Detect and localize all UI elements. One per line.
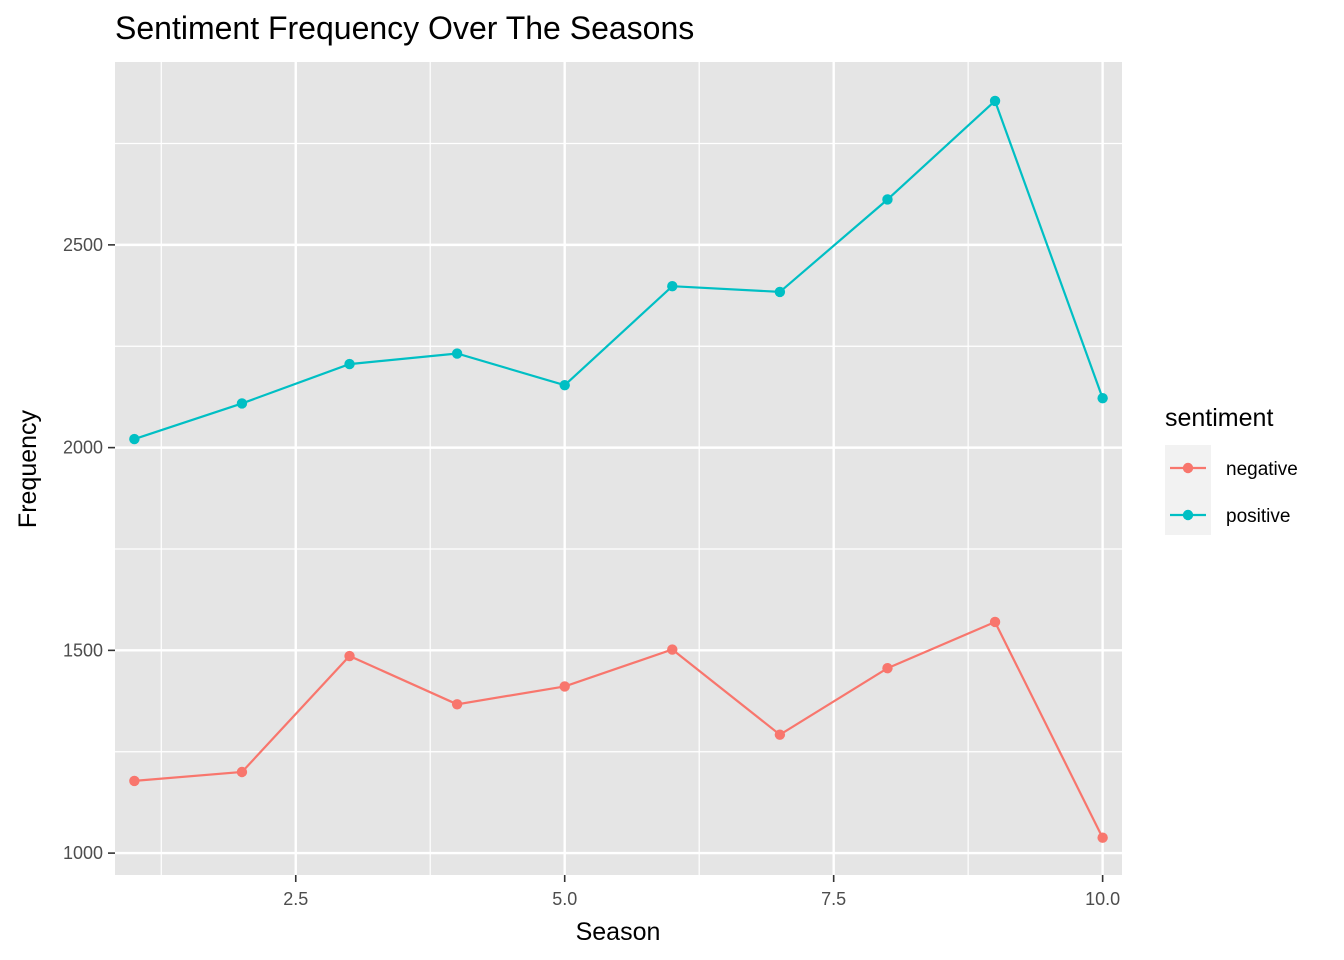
data-point-negative: [451, 699, 463, 710]
y-tick-label: 1000: [63, 843, 103, 863]
y-tick-label: 1500: [63, 640, 103, 660]
data-point-negative: [667, 644, 678, 655]
data-point-positive: [882, 194, 893, 205]
series-layer: [129, 95, 1108, 843]
legend-label: positive: [1226, 506, 1290, 527]
data-point-positive: [774, 286, 786, 298]
data-point-positive: [989, 95, 1001, 107]
data-point-negative: [1097, 832, 1108, 843]
legend-key-point: [1182, 509, 1194, 521]
legend-key-point: [1182, 462, 1194, 474]
legend: sentiment negative positive: [1165, 404, 1298, 535]
data-point-negative: [882, 663, 893, 674]
x-axis: 2.5 5.0 7.5 10.0: [283, 875, 1120, 909]
plot-panel: [115, 62, 1122, 875]
data-point-negative: [559, 681, 570, 692]
data-point-positive: [236, 398, 248, 409]
legend-label: negative: [1226, 459, 1298, 480]
series-line-negative: [134, 620, 1104, 839]
x-tick-label: 7.5: [821, 889, 846, 909]
data-point-negative: [236, 766, 248, 778]
data-point-positive: [451, 348, 463, 359]
y-tick-label: 2000: [63, 438, 103, 458]
data-point-positive: [1097, 392, 1108, 404]
x-tick-label: 2.5: [283, 889, 308, 909]
legend-item-positive: positive: [1170, 506, 1290, 527]
data-point-negative: [989, 616, 1001, 628]
x-tick-label: 5.0: [552, 889, 577, 909]
legend-item-negative: negative: [1170, 459, 1298, 480]
legend-key-background: [1165, 445, 1211, 535]
minor-gridlines: [115, 62, 1122, 875]
series-line-positive: [134, 98, 1104, 441]
data-point-negative: [774, 729, 786, 740]
major-gridlines: [115, 62, 1122, 875]
series-negative: [129, 616, 1108, 843]
y-axis-title: Frequency: [14, 409, 42, 528]
chart-title: Sentiment Frequency Over The Seasons: [115, 10, 694, 46]
data-point-positive: [667, 281, 678, 292]
data-point-positive: [344, 358, 355, 370]
data-point-negative: [344, 650, 355, 662]
y-tick-label: 2500: [63, 235, 103, 255]
series-positive: [129, 95, 1108, 445]
y-axis: 1000 1500 2000 2500: [63, 235, 115, 863]
x-tick-label: 10.0: [1085, 889, 1120, 909]
data-point-positive: [129, 433, 140, 445]
data-point-positive: [559, 379, 570, 391]
x-axis-title: Season: [576, 918, 661, 946]
data-point-negative: [129, 775, 140, 787]
legend-title: sentiment: [1165, 404, 1273, 432]
